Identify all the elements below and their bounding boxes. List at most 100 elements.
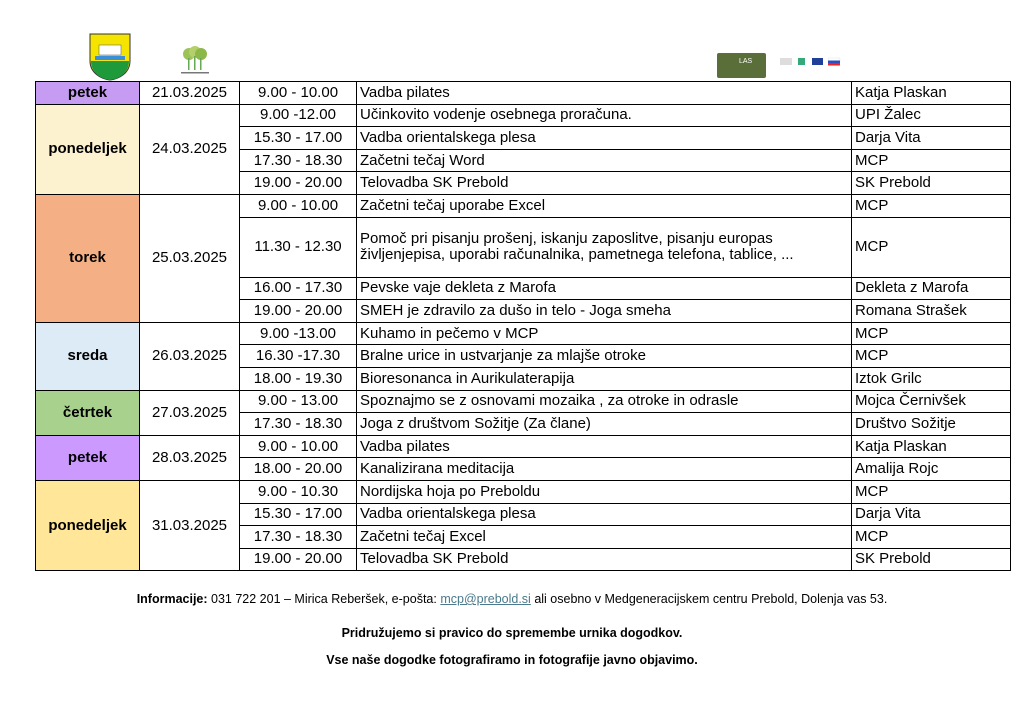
event-title-cell: Vadba pilates [356, 434, 852, 459]
event-title-cell: Joga z društvom Sožitje (Za člane) [356, 412, 852, 436]
day-cell: ponedeljek [35, 479, 140, 572]
day-cell: petek [35, 434, 140, 481]
time-cell: 17.30 - 18.30 [239, 148, 357, 173]
event-title-cell: Začetni tečaj Word [356, 148, 852, 173]
note-photography: Vse naše dogodke fotografiramo in fotogr… [326, 653, 698, 667]
organizer-cell: UPI Žalec [851, 103, 1011, 128]
event-title-cell: Pevske vaje dekleta z Marofa [356, 276, 852, 301]
table-row: 15.30 - 17.00 Vadba orientalskega plesa Da… [36, 126, 1011, 150]
time-cell: 18.00 - 20.00 [239, 457, 357, 481]
event-title-cell: Vadba orientalskega plesa [356, 126, 852, 150]
day-cell: četrtek [35, 389, 140, 436]
time-cell: 15.30 - 17.00 [239, 502, 357, 527]
date-cell: 21.03.2025 [139, 81, 240, 105]
organizer-cell: Darja Vita [851, 126, 1011, 150]
event-title-cell: Pomoč pri pisanju prošenj, iskanju zapos… [356, 216, 852, 278]
date-cell: 24.03.2025 [139, 103, 240, 195]
time-cell: 19.00 - 20.00 [239, 547, 357, 572]
time-cell: 16.00 - 17.30 [239, 276, 357, 301]
table-row: 17.30 - 18.30 Začetni tečaj Excel MCP [36, 525, 1011, 549]
email-link[interactable]: mcp@prebold.si [440, 592, 531, 606]
date-cell: 26.03.2025 [139, 321, 240, 391]
prebold-crest-logo [89, 33, 131, 81]
table-row: petek 21.03.2025 9.00 - 10.00 Vadba pilates… [35, 81, 1011, 105]
day-cell: sreda [35, 321, 140, 391]
organizer-cell: Katja Plaskan [851, 434, 1011, 459]
time-cell: 19.00 - 20.00 [239, 171, 357, 195]
day-cell: ponedeljek [35, 103, 140, 195]
table-row: 11.30 - 12.30 Pomoč pri pisanju prošenj, … [36, 216, 1011, 278]
time-cell: 18.00 - 19.30 [239, 366, 357, 391]
organizer-cell: MCP [851, 148, 1011, 173]
table-row: 15.30 - 17.00 Vadba orientalskega plesa Da… [36, 502, 1011, 527]
time-cell: 9.00 - 10.00 [239, 81, 357, 105]
organizer-cell: Amalija Rojc [851, 457, 1011, 481]
table-row: četrtek 27.03.2025 9.00 - 13.00 Spoznajmo s… [35, 389, 1011, 436]
organizer-cell: Katja Plaskan [851, 81, 1011, 105]
event-title-cell: Učinkovito vodenje osebnega proračuna. [356, 103, 852, 128]
organizer-cell: Dekleta z Marofa [851, 276, 1011, 301]
time-cell: 15.30 - 17.00 [239, 126, 357, 150]
time-cell: 9.00 - 10.30 [239, 479, 357, 504]
time-cell: 9.00 -12.00 [239, 103, 357, 128]
organizer-cell: Darja Vita [851, 502, 1011, 527]
table-row: 18.00 - 19.30 Bioresonanca in Aurikulater… [36, 366, 1011, 391]
organizer-cell: Mojca Černivšek [851, 389, 1011, 414]
day-cell: petek [35, 81, 140, 105]
organizer-cell: Romana Strašek [851, 299, 1011, 323]
event-title-cell: Bioresonanca in Aurikulaterapija [356, 366, 852, 391]
medgeneracijski-center-logo [181, 46, 209, 74]
time-cell: 17.30 - 18.30 [239, 412, 357, 436]
organizer-cell: SK Prebold [851, 547, 1011, 572]
table-row: ponedeljek 31.03.2025 9.00 - 10.30 Nordijsk… [35, 479, 1011, 572]
event-title-cell: Začetni tečaj uporabe Excel [356, 193, 852, 218]
organizer-cell: MCP [851, 321, 1011, 346]
event-title-cell: Začetni tečaj Excel [356, 525, 852, 549]
time-cell: 9.00 -13.00 [239, 321, 357, 346]
date-cell: 25.03.2025 [139, 193, 240, 323]
organizer-cell: MCP [851, 525, 1011, 549]
organizer-cell: MCP [851, 216, 1011, 278]
event-title-cell: Kuhamo in pečemo v MCP [356, 321, 852, 346]
table-row: 19.00 - 20.00 SMEH je zdravilo za dušo in… [36, 299, 1011, 323]
time-cell: 9.00 - 10.00 [239, 434, 357, 459]
organizer-cell: MCP [851, 344, 1011, 368]
date-cell: 27.03.2025 [139, 389, 240, 436]
table-row: 19.00 - 20.00 Telovadba SK Prebold SK Preb… [36, 547, 1011, 572]
event-title-cell: Vadba orientalskega plesa [356, 502, 852, 527]
time-cell: 16.30 -17.30 [239, 344, 357, 368]
info-label: Informacije: [136, 592, 208, 606]
event-title-cell: Vadba pilates [356, 81, 852, 105]
table-row: 16.00 - 17.30 Pevske vaje dekleta z Marof… [36, 276, 1011, 301]
event-title-cell: Telovadba SK Prebold [356, 547, 852, 572]
time-cell: 11.30 - 12.30 [239, 216, 357, 278]
time-cell: 19.00 - 20.00 [239, 299, 357, 323]
table-row: ponedeljek 24.03.2025 9.00 -12.00 Učinkovit… [35, 103, 1011, 195]
event-title-cell: Telovadba SK Prebold [356, 171, 852, 195]
info-text: 031 722 201 – Mirica Reberšek, e-pošta: [207, 592, 441, 606]
time-cell: 9.00 - 13.00 [239, 389, 357, 414]
organizer-cell: Društvo Sožitje [851, 412, 1011, 436]
event-title-cell: Bralne urice in ustvarjanje za mlajše ot… [356, 344, 852, 368]
note-schedule-changes: Pridružujemo si pravico do spremembe urn… [341, 626, 683, 640]
schedule-table: petek 21.03.2025 9.00 - 10.00 Vadba pilates… [35, 81, 1011, 572]
organizer-cell: SK Prebold [851, 171, 1011, 195]
las-logo: LAS [717, 53, 766, 78]
organizer-cell: MCP [851, 479, 1011, 504]
table-row: sreda 26.03.2025 9.00 -13.00 Kuhamo in peče… [35, 321, 1011, 391]
organizer-cell: Iztok Grilc [851, 366, 1011, 391]
time-cell: 9.00 - 10.00 [239, 193, 357, 218]
table-row: torek 25.03.2025 9.00 - 10.00 Začetni tečaj… [35, 193, 1011, 323]
date-cell: 28.03.2025 [139, 434, 240, 481]
event-title-cell: Kanalizirana meditacija [356, 457, 852, 481]
organizer-cell: MCP [851, 193, 1011, 218]
event-title-cell: Spoznajmo se z osnovami mozaika , za otr… [356, 389, 852, 414]
date-cell: 31.03.2025 [139, 479, 240, 572]
event-title-cell: SMEH je zdravilo za dušo in telo - Joga … [356, 299, 852, 323]
eu-funding-logos [780, 57, 841, 66]
table-row: petek 28.03.2025 9.00 - 10.00 Vadba pilates… [35, 434, 1011, 481]
las-logo-text: LAS [739, 58, 753, 65]
info-line: Informacije: 031 722 201 – Mirica Reberš… [0, 592, 1024, 606]
time-cell: 17.30 - 18.30 [239, 525, 357, 549]
event-title-cell: Nordijska hoja po Preboldu [356, 479, 852, 504]
